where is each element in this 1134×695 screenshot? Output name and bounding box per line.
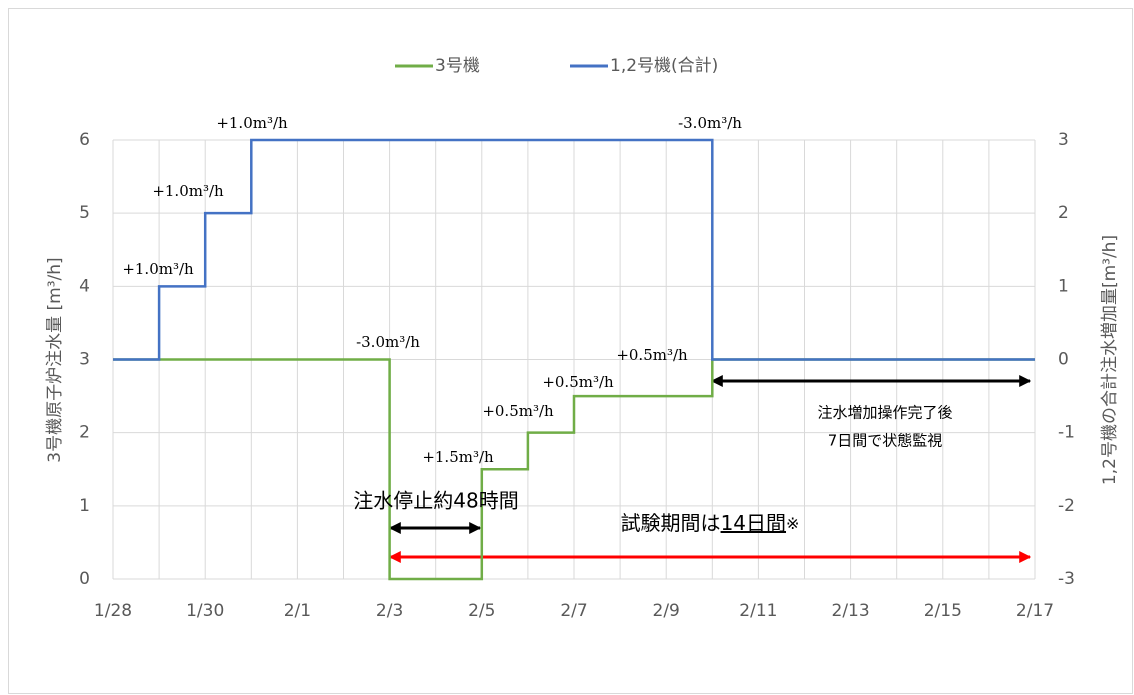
x-tick-label: 2/3 (376, 601, 403, 621)
x-tick-label: 1/28 (94, 601, 132, 621)
y-tick-label: 1 (79, 496, 90, 516)
annotation: +1.5m³/h (422, 448, 494, 466)
annotation: 注水停止約48時間 (353, 489, 518, 513)
y2-tick-label: -1 (1058, 423, 1075, 443)
y2-tick-label: 2 (1058, 203, 1069, 223)
test-period-days: 14日間 (721, 511, 786, 535)
y-tick-label: 4 (79, 276, 90, 296)
test-period: 試験期間は14日間※ (621, 511, 800, 535)
y-axis-label: 3号機原子炉注水量 [m³/h] (45, 257, 65, 462)
test-period-note: ※ (786, 514, 799, 533)
y2-tick-label: -2 (1058, 496, 1075, 516)
y2-tick-label: 1 (1058, 276, 1069, 296)
x-tick-label: 2/15 (924, 601, 962, 621)
y-tick-label: 2 (79, 423, 90, 443)
annotation: -3.0m³/h (678, 114, 742, 132)
legend-label: 1,2号機(合計) (610, 56, 718, 76)
annotation: +0.5m³/h (616, 346, 688, 364)
y-tick-label: 0 (79, 569, 90, 589)
annotation: 7日間で状態監視 (828, 432, 943, 450)
y2-axis-label: 1,2号機の合計注水増加量[m³/h] (1100, 235, 1120, 485)
x-tick-label: 2/11 (739, 601, 777, 621)
annotation: +0.5m³/h (542, 373, 614, 391)
x-tick-label: 2/9 (653, 601, 680, 621)
y2-tick-label: 3 (1058, 130, 1069, 150)
legend-label: 3号機 (435, 56, 480, 76)
test-period-text: 試験期間は (621, 511, 721, 535)
y2-tick-label: -3 (1058, 569, 1075, 589)
annotation: +1.0m³/h (216, 114, 288, 132)
x-tick-label: 2/13 (832, 601, 870, 621)
x-tick-label: 2/7 (560, 601, 587, 621)
annotation: +1.0m³/h (122, 260, 194, 278)
series-line (113, 138, 1035, 361)
y-tick-label: 6 (79, 130, 90, 150)
annotation: 注水増加操作完了後 (817, 404, 952, 422)
series-line (113, 358, 1035, 581)
x-tick-label: 2/1 (284, 601, 311, 621)
x-tick-label: 2/5 (468, 601, 495, 621)
annotation: +1.0m³/h (152, 182, 224, 200)
x-tick-label: 2/17 (1016, 601, 1054, 621)
x-tick-label: 1/30 (186, 601, 224, 621)
y2-tick-label: 0 (1058, 350, 1069, 370)
y-tick-label: 5 (79, 203, 90, 223)
annotation: -3.0m³/h (356, 333, 420, 351)
frame (8, 8, 1133, 694)
annotation: +0.5m³/h (482, 402, 554, 420)
y-tick-label: 3 (79, 350, 90, 370)
